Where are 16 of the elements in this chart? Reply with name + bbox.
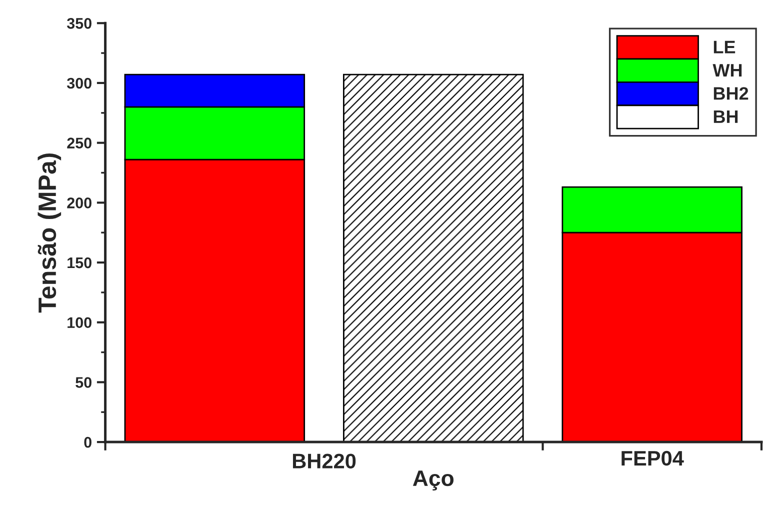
legend-label: WH: [712, 64, 742, 76]
x-tick-label: FEP04: [622, 450, 684, 466]
text: BH220: [292, 454, 356, 468]
y-axis-title: Tensão (MPa): [38, 153, 62, 313]
y-tick-label: 200: [67, 198, 92, 208]
y-tick-label: 250: [67, 138, 92, 149]
y-tick-label: 350: [66, 18, 92, 29]
y-tick-label: 50: [76, 377, 92, 388]
y-tick-label: 0: [84, 436, 92, 448]
y-tick-label: 150: [68, 257, 92, 268]
legend-label: LE: [714, 40, 736, 54]
legend-label: BH2: [714, 87, 748, 100]
x-axis-title: Aço: [412, 470, 454, 491]
y-tick-label: 100: [68, 317, 92, 328]
legend-label: BH: [714, 110, 738, 123]
y-tick-label: 300: [66, 78, 92, 89]
